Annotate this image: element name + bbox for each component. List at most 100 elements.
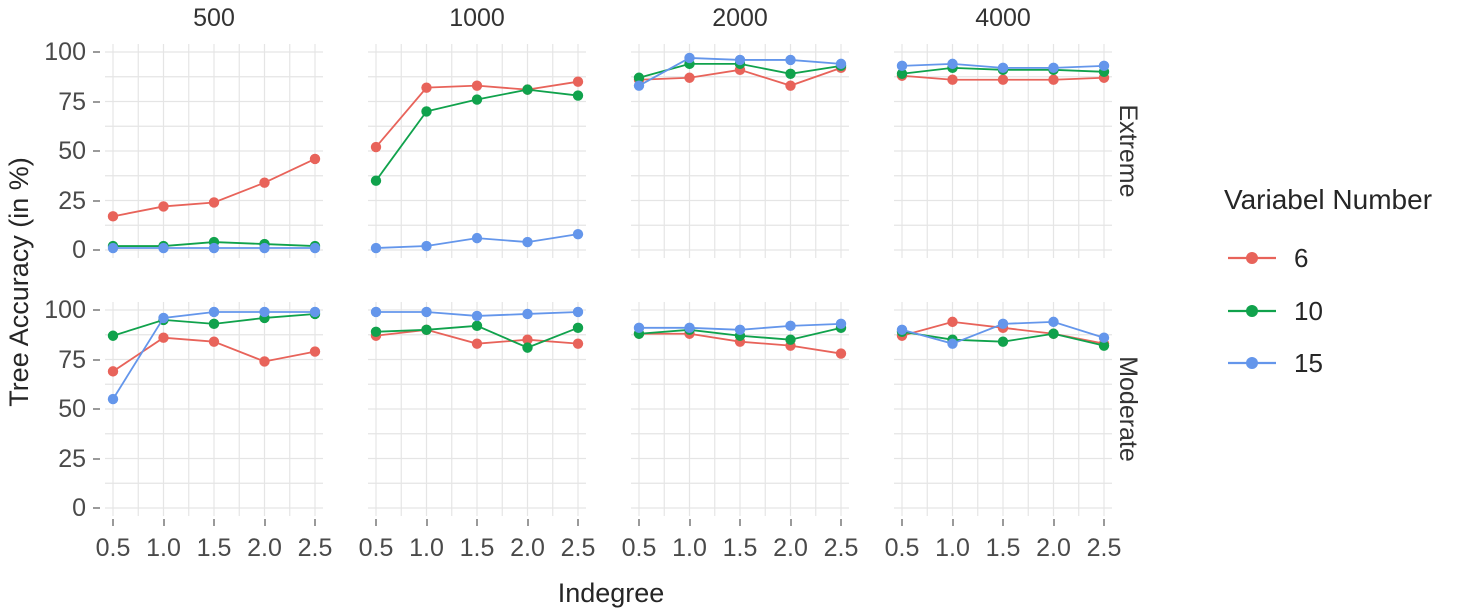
data-point-10	[633, 72, 645, 83]
x-tick-label: 1.5	[722, 534, 758, 562]
y-tick-label: 25	[58, 444, 86, 473]
data-point-6	[1048, 74, 1059, 85]
x-tick-mark	[162, 519, 165, 526]
data-point-10	[785, 334, 796, 345]
data-point-15	[1048, 316, 1059, 328]
data-point-10	[572, 90, 584, 101]
legend-label: 6	[1294, 242, 1309, 273]
x-tick-mark	[840, 519, 842, 526]
data-point-15	[309, 242, 321, 254]
data-point-6	[370, 141, 382, 153]
y-tick-label: 50	[58, 137, 86, 165]
data-point-6	[947, 316, 958, 328]
data-point-6	[684, 72, 695, 83]
x-tick-mark	[112, 519, 114, 526]
data-point-10	[896, 68, 908, 79]
data-point-6	[208, 197, 220, 208]
data-point-6	[107, 211, 119, 222]
data-point-15	[947, 58, 958, 70]
row-facet-label-moderate: Moderate	[1114, 356, 1142, 462]
data-point-10	[370, 175, 382, 186]
x-tick-mark	[263, 519, 266, 526]
panel-1000-extreme	[368, 44, 586, 258]
legend-item-6: 6	[1227, 242, 1309, 273]
data-point-15	[785, 54, 796, 66]
data-point-6	[259, 177, 270, 188]
data-point-6	[785, 80, 796, 91]
data-point-6	[158, 332, 169, 343]
x-axis-title: Indegree	[557, 578, 665, 608]
x-tick-label: 1.0	[935, 534, 970, 562]
panel-2000-moderate	[631, 302, 849, 516]
data-point-15	[259, 306, 270, 318]
panel-500-moderate	[105, 302, 323, 516]
data-point-15	[835, 318, 847, 330]
legend-item-15: 15	[1227, 348, 1323, 378]
y-tick-mark	[93, 408, 100, 410]
data-point-10	[370, 326, 382, 337]
data-point-6	[572, 76, 584, 87]
x-tick-label: 2.0	[1036, 534, 1071, 562]
y-tick-label: 0	[72, 494, 86, 522]
x-tick-mark	[213, 519, 215, 526]
data-point-15	[633, 322, 645, 334]
data-point-15	[684, 52, 695, 64]
data-point-15	[835, 58, 847, 70]
data-point-6	[158, 201, 169, 212]
x-tick-label: 2.0	[773, 534, 808, 562]
data-point-10	[107, 330, 119, 341]
data-point-15	[370, 306, 382, 318]
y-tick-label: 50	[58, 395, 86, 423]
y-tick-mark	[93, 457, 100, 460]
col-facet-label-500: 500	[193, 4, 235, 32]
x-tick-label: 1.0	[409, 534, 444, 562]
data-point-15	[734, 324, 746, 335]
y-tick-mark	[93, 150, 100, 152]
col-facet-label-4000: 4000	[975, 4, 1031, 32]
y-tick-mark	[93, 507, 100, 509]
legend-key-icon	[1228, 252, 1276, 264]
data-point-6	[208, 336, 220, 347]
data-point-15	[997, 62, 1009, 74]
y-tick-label: 75	[58, 345, 86, 374]
data-point-10	[1098, 340, 1110, 351]
data-point-6	[997, 74, 1009, 85]
y-tick-mark	[93, 199, 100, 202]
x-tick-mark	[739, 519, 741, 526]
row-facet-label-extreme: Extreme	[1114, 104, 1142, 198]
legend-key-icon	[1228, 357, 1276, 369]
x-tick-label: 1.5	[985, 534, 1021, 562]
data-point-15	[785, 320, 796, 332]
x-tick-mark	[425, 519, 428, 526]
data-point-15	[1098, 332, 1110, 343]
x-tick-label: 2.5	[560, 534, 596, 562]
data-point-15	[107, 393, 119, 405]
data-point-15	[421, 306, 432, 318]
x-tick-mark	[1002, 519, 1004, 526]
panel-1000-moderate	[368, 302, 586, 516]
data-point-6	[471, 338, 483, 349]
y-tick-label: 0	[72, 236, 86, 264]
data-point-15	[107, 242, 119, 254]
y-tick-mark	[93, 100, 100, 103]
data-point-15	[1098, 60, 1110, 72]
data-point-6	[421, 82, 432, 93]
y-tick-mark	[93, 51, 100, 53]
x-tick-label: 0.5	[358, 534, 394, 562]
y-tick-mark	[93, 358, 100, 361]
data-point-15	[572, 228, 584, 240]
panel-2000-extreme	[631, 44, 849, 258]
data-point-15	[633, 80, 645, 91]
data-point-6	[572, 338, 584, 349]
x-tick-mark	[577, 519, 579, 526]
x-tick-mark	[688, 519, 691, 526]
data-point-15	[896, 324, 908, 335]
data-point-6	[522, 334, 533, 345]
data-point-6	[309, 153, 321, 165]
legend-label: 10	[1294, 295, 1323, 326]
data-point-10	[522, 84, 533, 95]
data-point-15	[997, 318, 1009, 330]
x-tick-label: 1.5	[196, 534, 232, 562]
data-point-10	[471, 320, 483, 332]
